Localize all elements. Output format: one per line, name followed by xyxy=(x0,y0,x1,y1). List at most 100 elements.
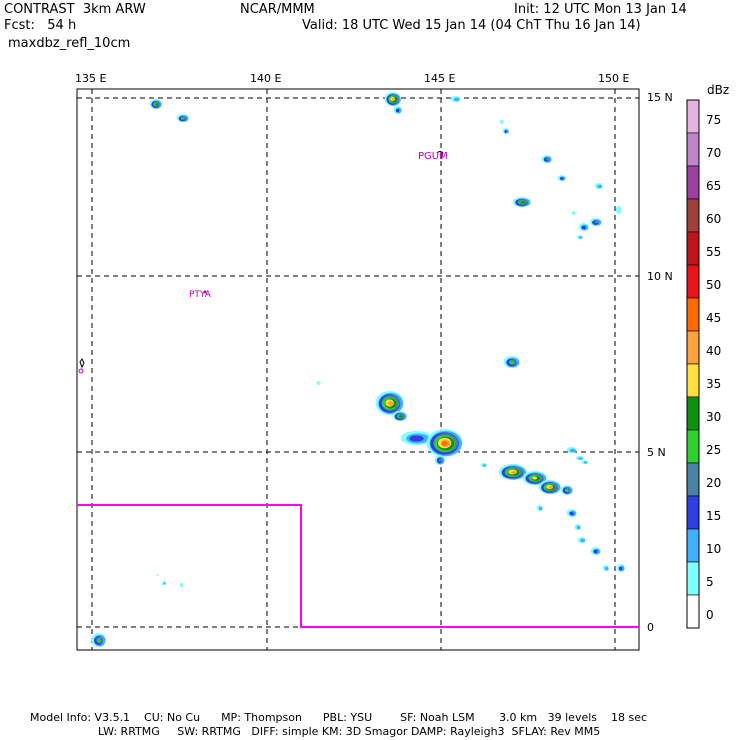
reflectivity-cell xyxy=(604,566,609,571)
reflectivity-cell xyxy=(441,441,448,446)
reflectivity-cell xyxy=(593,549,598,554)
reflectivity-cell xyxy=(155,103,159,106)
footer-physics-info: LW: RRTMG SW: RRTMG DIFF: simple KM: 3D … xyxy=(98,725,601,738)
org-label: NCAR/MMM xyxy=(240,2,315,17)
colorbar-level-label: 55 xyxy=(706,245,722,259)
colorbar-level-label: 20 xyxy=(706,476,722,490)
lon-label-135: 135 E xyxy=(75,72,107,85)
colorbar-level-label: 25 xyxy=(706,443,722,457)
reflectivity-cell xyxy=(179,583,184,587)
colorbar-swatch xyxy=(686,363,700,398)
colorbar-swatch xyxy=(686,132,700,167)
colorbar-level-label: 35 xyxy=(706,377,722,391)
forecast-hour: Fcst: 54 h xyxy=(4,18,77,33)
colorbar-swatch xyxy=(686,429,700,464)
reflectivity-cell xyxy=(576,525,581,530)
reflectivity-cell xyxy=(156,574,159,576)
reflectivity-cell xyxy=(583,461,588,464)
boundary-line xyxy=(77,504,639,628)
colorbar-level-label: 40 xyxy=(706,344,722,358)
reflectivity-cell xyxy=(578,457,584,460)
colorbar-swatch xyxy=(686,99,700,134)
lon-label-140: 140 E xyxy=(250,72,282,85)
reflectivity-cell xyxy=(597,184,603,189)
colorbar-swatch xyxy=(686,396,700,431)
colorbar-swatch xyxy=(686,495,700,530)
colorbar-level-label: 75 xyxy=(706,113,722,127)
map-frame xyxy=(76,88,640,651)
colorbar-level-label: 30 xyxy=(706,410,722,424)
reflectivity-cell xyxy=(618,566,623,571)
reflectivity-cell xyxy=(569,448,576,453)
colorbar-swatch xyxy=(686,330,700,365)
colorbar-swatch xyxy=(686,561,700,596)
field-name: maxdbz_refl_10cm xyxy=(8,36,131,51)
reflectivity-cell xyxy=(532,476,538,480)
reflectivity-cell xyxy=(388,401,394,406)
reflectivity-cell xyxy=(96,638,101,643)
lat-label-5n: 5 N xyxy=(647,446,666,459)
reflectivity-cell xyxy=(499,120,504,124)
reflectivity-cell xyxy=(511,471,517,474)
reflectivity-cell xyxy=(594,220,599,224)
reflectivity-cell xyxy=(438,458,443,462)
reflectivity-cell xyxy=(571,211,576,215)
colorbar-level-label: 45 xyxy=(706,311,722,325)
reflectivity-cell xyxy=(482,464,487,467)
graticule xyxy=(77,89,639,650)
colorbar-level-label: 50 xyxy=(706,278,722,292)
init-time: Init: 12 UTC Mon 13 Jan 14 xyxy=(514,2,687,17)
reflectivity-cell xyxy=(578,236,583,239)
colorbar-level-label: 15 xyxy=(706,509,722,523)
reflectivity-cell xyxy=(399,415,403,418)
reflectivity-cell xyxy=(615,206,622,214)
colorbar-frame xyxy=(686,99,700,629)
colorbar-swatch xyxy=(686,231,700,266)
colorbar-swatch xyxy=(686,198,700,233)
colorbar-level-label: 10 xyxy=(706,542,722,556)
reflectivity-cell xyxy=(545,157,550,161)
reflectivity-cell xyxy=(580,538,586,543)
colorbar-swatch xyxy=(686,165,700,200)
colorbar-swatch xyxy=(686,594,700,629)
reflectivity-cell xyxy=(409,435,424,442)
yap-marker xyxy=(203,290,207,294)
colorbar-level-label: 60 xyxy=(706,212,722,226)
reflectivity-cell xyxy=(520,201,525,204)
reflectivity-cell xyxy=(504,130,507,133)
reflectivity-cell xyxy=(316,381,321,385)
reflectivity-cell xyxy=(564,489,569,492)
reflectivity-cell xyxy=(509,360,514,365)
reflectivity-cell xyxy=(453,97,460,102)
lon-label-145: 145 E xyxy=(424,72,456,85)
lon-label-150: 150 E xyxy=(598,72,630,85)
colorbar-level-label: 70 xyxy=(706,146,722,160)
reflectivity-cell xyxy=(548,486,553,489)
reflectivity-cell xyxy=(392,98,396,101)
lat-label-10n: 10 N xyxy=(647,270,673,283)
colorbar-level-label: 65 xyxy=(706,179,722,193)
palau-outline xyxy=(79,358,85,369)
reflectivity-cell xyxy=(569,511,574,516)
place-pgum: PGUM xyxy=(418,151,448,162)
colorbar-level-label: 0 xyxy=(706,608,714,622)
colorbar-swatch xyxy=(686,264,700,299)
lat-label-0: 0 xyxy=(647,621,654,634)
colorbar-unit: dBz xyxy=(707,83,730,97)
reflectivity-cell xyxy=(395,108,400,113)
place-ptya: PTYA xyxy=(189,290,211,300)
footer-model-info: Model Info: V3.5.1 CU: No Cu MP: Thompso… xyxy=(30,711,648,724)
reflectivity-cell xyxy=(581,225,586,230)
colorbar-swatch xyxy=(686,462,700,497)
reflectivity-cell xyxy=(559,177,564,180)
colorbar-swatch xyxy=(686,297,700,332)
colorbar-swatch xyxy=(686,528,700,563)
model-title: CONTRAST 3km ARW xyxy=(4,2,146,17)
reflectivity-cell xyxy=(180,117,185,120)
colorbar-level-label: 5 xyxy=(706,575,714,589)
reflectivity-cells xyxy=(91,92,625,647)
valid-time: Valid: 18 UTC Wed 15 Jan 14 (04 ChT Thu … xyxy=(302,18,641,33)
palau-marker xyxy=(78,368,84,374)
